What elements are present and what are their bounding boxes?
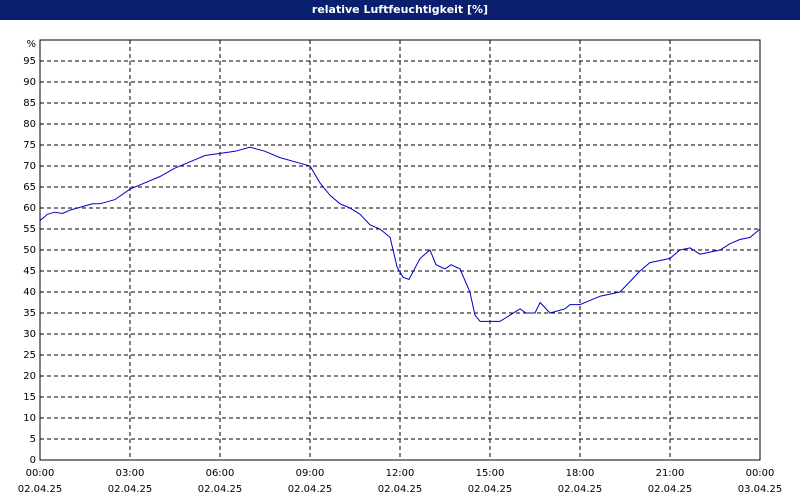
y-tick-label: 10 [23,413,36,424]
x-tick-label: 15:00 [476,468,505,479]
x-tick-label: 06:00 [206,468,235,479]
x-tick-label: 18:00 [566,468,595,479]
x-tick-date: 02.04.25 [288,484,333,495]
y-tick-label: 35 [23,308,36,319]
y-tick-label: 5 [30,434,36,445]
x-tick-date: 02.04.25 [468,484,513,495]
y-tick-label: 65 [23,182,36,193]
y-tick-label: 80 [23,119,36,130]
y-tick-label: 15 [23,392,36,403]
y-tick-label: 45 [23,266,36,277]
y-tick-label: 60 [23,203,36,214]
x-tick-label: 21:00 [656,468,685,479]
x-tick-date: 02.04.25 [648,484,693,495]
y-tick-label: 50 [23,245,36,256]
x-tick-label: 12:00 [386,468,415,479]
plot-border [39,39,761,461]
x-tick-label: 00:00 [26,468,55,479]
y-tick-label: 30 [23,329,36,340]
y-tick-label: 85 [23,98,36,109]
x-tick-date: 03.04.25 [738,484,783,495]
y-tick-label: 55 [23,224,36,235]
x-tick-date: 02.04.25 [198,484,243,495]
y-tick-label: 25 [23,350,36,361]
y-axis-label: % [26,39,36,50]
x-tick-label: 03:00 [116,468,145,479]
y-tick-label: 20 [23,371,36,382]
data-line [39,146,761,322]
y-tick-label: 90 [23,77,36,88]
x-tick-date: 02.04.25 [378,484,423,495]
x-tick-date: 02.04.25 [558,484,603,495]
y-tick-label: 75 [23,140,36,151]
chart-title: relative Luftfeuchtigkeit [%] [312,3,488,16]
y-tick-label: 70 [23,161,36,172]
x-tick-label: 09:00 [296,468,325,479]
y-tick-label: 95 [23,56,36,67]
y-tick-label: 0 [30,455,36,466]
x-tick-date: 02.04.25 [108,484,153,495]
title-bar [0,0,800,20]
x-tick-date: 02.04.25 [18,484,63,495]
x-tick-label: 00:00 [746,468,775,479]
y-tick-label: 40 [23,287,36,298]
